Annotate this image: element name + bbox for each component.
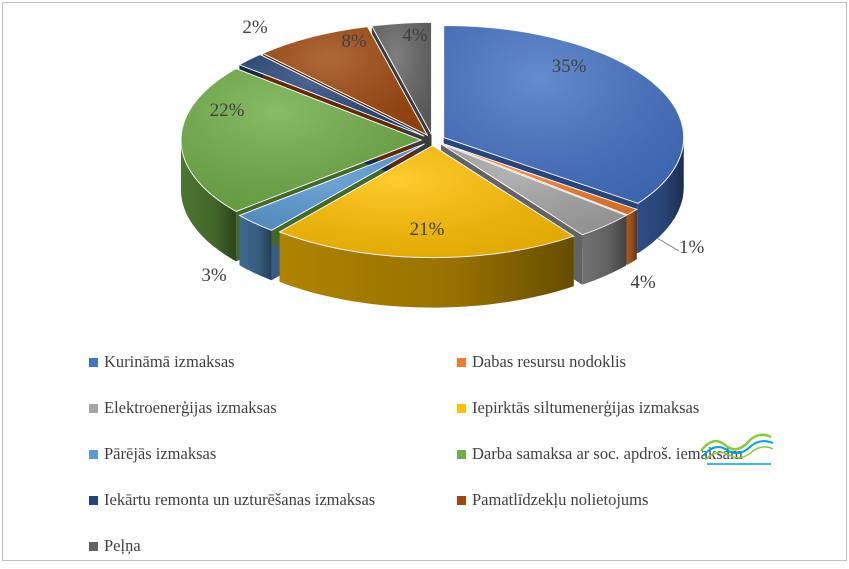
pie-chart: 35% 1% 4% 21% 3% 22% 2% 8% 4% xyxy=(180,17,705,308)
data-label-1: 1% xyxy=(679,237,705,258)
pie-slice-side-shade-3 xyxy=(279,231,574,308)
legend-item-2: Elektroenerģijas izmaksas xyxy=(89,385,457,431)
chart-frame: 35% 1% 4% 21% 3% 22% 2% 8% 4% Kurināmā izmaksas D… xyxy=(2,2,847,561)
pie-labels: 35% 1% 4% 21% 3% 22% 2% 8% 4% xyxy=(201,17,704,293)
pie-slice-shine-1 xyxy=(442,143,637,215)
data-label-7: 8% xyxy=(341,31,367,52)
pie-slice-shine-3 xyxy=(279,145,574,258)
data-label-6: 2% xyxy=(242,17,268,38)
pie-slice-shine-6 xyxy=(239,54,425,137)
pie-slice-shine-2 xyxy=(441,144,627,235)
pie-slice-shine-5 xyxy=(181,68,421,212)
waves-logo-icon xyxy=(700,433,774,465)
legend-item-7: Pamatlīdzekļu nolietojums xyxy=(457,477,829,523)
legend-item-8: Peļņa xyxy=(89,523,457,569)
data-label-3: 21% xyxy=(410,219,445,240)
pie-slice-side-shade-4 xyxy=(239,215,272,281)
pie-slice-shine-4 xyxy=(239,143,425,231)
leader-line-1 xyxy=(656,237,680,252)
legend-label-7: Pamatlīdzekļu nolietojums xyxy=(472,490,649,509)
legend-swatch-7 xyxy=(457,495,466,505)
legend-swatch-6 xyxy=(89,495,98,505)
legend-item-5: Darba samaksa ar soc. apdroš. iemaksām xyxy=(457,431,829,477)
pie-slice-side-shade-2 xyxy=(582,215,627,285)
legend-label-5: Darba samaksa ar soc. apdroš. iemaksām xyxy=(472,444,743,463)
legend: Kurināmā izmaksas Dabas resursu nodoklis E… xyxy=(89,339,829,569)
legend-swatch-8 xyxy=(89,541,98,551)
legend-item-6: Iekārtu remonta un uzturēšanas izmaksas xyxy=(89,477,457,523)
legend-swatch-3 xyxy=(457,403,466,413)
data-label-8: 4% xyxy=(402,25,428,46)
pie-slice-shine-0 xyxy=(443,25,684,204)
legend-item-4: Pārējās izmaksas xyxy=(89,431,457,477)
legend-label-3: Iepirktās siltumenerģijas izmaksas xyxy=(472,398,700,417)
data-label-0: 35% xyxy=(552,56,587,77)
legend-item-3: Iepirktās siltumenerģijas izmaksas xyxy=(457,385,829,431)
pie-slice-side-shade-0 xyxy=(637,137,684,254)
legend-swatch-4 xyxy=(89,449,98,459)
legend-swatch-0 xyxy=(89,357,98,367)
pie-slice-side-shade-1 xyxy=(627,209,637,265)
legend-swatch-5 xyxy=(457,449,466,459)
legend-label-1: Dabas resursu nodoklis xyxy=(472,352,626,371)
legend-label-8: Peļņa xyxy=(104,536,141,555)
data-label-5: 22% xyxy=(210,100,245,121)
legend-label-6: Iekārtu remonta un uzturēšanas izmaksas xyxy=(104,490,376,509)
legend-swatch-2 xyxy=(89,403,98,413)
legend-item-0: Kurināmā izmaksas xyxy=(89,339,457,385)
data-label-2: 4% xyxy=(630,272,656,293)
pie-slice-shine-8 xyxy=(371,22,432,135)
legend-label-4: Pārējās izmaksas xyxy=(104,444,217,463)
legend-swatch-1 xyxy=(457,357,466,367)
data-label-4: 3% xyxy=(201,265,227,286)
pie-tops xyxy=(180,21,685,259)
pie-slice-side-shade-5 xyxy=(181,140,237,262)
legend-label-0: Kurināmā izmaksas xyxy=(104,352,235,371)
legend-label-2: Elektroenerģijas izmaksas xyxy=(104,398,277,417)
legend-item-1: Dabas resursu nodoklis xyxy=(457,339,829,385)
pie-slice-shine-7 xyxy=(262,26,428,136)
